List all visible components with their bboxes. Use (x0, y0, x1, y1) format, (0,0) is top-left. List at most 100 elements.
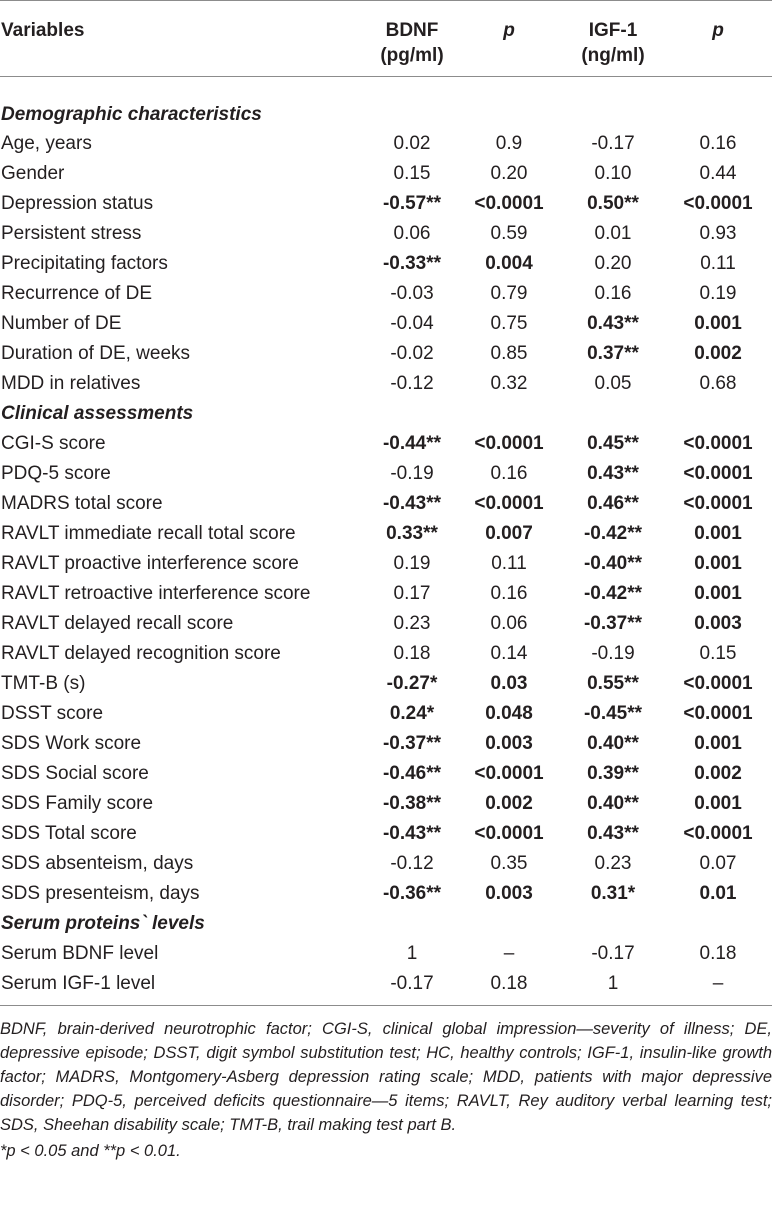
igf1-value: 0.23 (594, 853, 632, 874)
table-row: Gender 0.15 0.20 0.10 0.44 (0, 159, 772, 189)
table-header: Variables BDNF (pg/ml) p IGF-1 (ng/ml) p (0, 0, 772, 94)
bdnf-value: -0.37** (382, 733, 442, 754)
igf1-p-value: – (712, 973, 724, 994)
row-label: Duration of DE, weeks (1, 343, 191, 364)
bdnf-p-value: 0.32 (490, 373, 528, 394)
igf1-p-value: <0.0001 (683, 433, 753, 454)
igf1-value: 1 (607, 973, 619, 994)
igf1-value: 0.43** (587, 823, 639, 844)
bdnf-p-value: 0.85 (490, 343, 528, 364)
bdnf-p-value: 0.14 (490, 643, 528, 664)
table-row: Serum IGF-1 level -0.17 0.18 1 – (0, 969, 772, 999)
bdnf-value: -0.04 (390, 313, 434, 334)
igf1-value: 0.43** (587, 313, 639, 334)
bdnf-value: -0.36** (382, 883, 442, 904)
igf1-p-value: 0.18 (699, 943, 737, 964)
bdnf-value: -0.02 (390, 343, 434, 364)
bdnf-value: -0.03 (390, 283, 434, 304)
igf1-p-value: 0.001 (694, 733, 742, 754)
igf1-p-value: 0.68 (699, 373, 737, 394)
table-row: Age, years 0.02 0.9 -0.17 0.16 (0, 129, 772, 159)
igf1-p-value: 0.001 (694, 553, 742, 574)
bdnf-value: -0.43** (382, 823, 442, 844)
table-row: RAVLT immediate recall total score 0.33**… (0, 519, 772, 549)
table-row: SDS absenteism, days -0.12 0.35 0.23 0.07 (0, 849, 772, 879)
igf1-p-value: <0.0001 (683, 493, 753, 514)
bdnf-p-value: 0.004 (485, 253, 533, 274)
table-row: DSST score 0.24* 0.048 -0.45** <0.0001 (0, 699, 772, 729)
bdnf-p-value: 0.75 (490, 313, 528, 334)
bdnf-value: 0.23 (393, 613, 431, 634)
top-rule (0, 0, 772, 1)
igf1-value: 0.20 (594, 253, 632, 274)
bdnf-p-value: – (503, 943, 515, 964)
bdnf-value: 0.06 (393, 223, 431, 244)
row-label: PDQ-5 score (1, 463, 111, 484)
bdnf-p-value: 0.06 (490, 613, 528, 634)
bdnf-p-value: 0.16 (490, 583, 528, 604)
bdnf-value: 0.33** (386, 523, 438, 544)
row-label: TMT-B (s) (1, 673, 86, 694)
table-row: Duration of DE, weeks -0.02 0.85 0.37** 0.00… (0, 339, 772, 369)
row-label: RAVLT immediate recall total score (1, 523, 296, 544)
table-row: MDD in relatives -0.12 0.32 0.05 0.68 (0, 369, 772, 399)
row-label: SDS Work score (1, 733, 142, 754)
igf1-value: 0.05 (594, 373, 632, 394)
row-label: RAVLT delayed recognition score (1, 643, 281, 664)
igf1-value: 0.45** (587, 433, 639, 454)
igf1-value: -0.42** (583, 583, 643, 604)
igf1-value: 0.31* (590, 883, 636, 904)
igf1-p-value: 0.07 (699, 853, 737, 874)
table-row: TMT-B (s) -0.27* 0.03 0.55** <0.0001 (0, 669, 772, 699)
section-title: Demographic characteristics (1, 104, 262, 125)
igf1-p-value: 0.001 (694, 793, 742, 814)
bdnf-value: -0.27* (386, 673, 438, 694)
bdnf-p-value: 0.9 (495, 133, 523, 154)
bdnf-value: 0.02 (393, 133, 431, 154)
table-row: SDS Family score -0.38** 0.002 0.40** 0.001 (0, 789, 772, 819)
igf1-p-value: 0.001 (694, 313, 742, 334)
row-label: Gender (1, 163, 65, 184)
table-row: RAVLT proactive interference score 0.19 0.… (0, 549, 772, 579)
igf1-value: 0.40** (587, 733, 639, 754)
bdnf-p-value: 0.18 (490, 973, 528, 994)
table-body: Demographic characteristics Age, years 0.0… (0, 94, 772, 999)
bdnf-p-value: 0.20 (490, 163, 528, 184)
igf1-value: -0.19 (591, 643, 635, 664)
igf1-value: 0.55** (587, 673, 639, 694)
table-row: RAVLT retroactive interference score 0.17… (0, 579, 772, 609)
bdnf-p-value: 0.003 (485, 733, 533, 754)
bdnf-value: 0.17 (393, 583, 431, 604)
section-title: Clinical assessments (1, 403, 194, 424)
igf1-value: -0.37** (583, 613, 643, 634)
section-row: Demographic characteristics (0, 94, 772, 129)
igf1-p-value: 0.44 (699, 163, 737, 184)
table-row: RAVLT delayed recall score 0.23 0.06 -0.37*… (0, 609, 772, 639)
bottom-rule (0, 1005, 772, 1006)
row-label: Depression status (1, 193, 154, 214)
table-row: SDS Work score -0.37** 0.003 0.40** 0.001 (0, 729, 772, 759)
bdnf-p-value: <0.0001 (474, 193, 544, 214)
section-row: Serum proteins` levels (0, 909, 772, 939)
header-p-bdnf: p (503, 20, 515, 41)
bdnf-value: -0.38** (382, 793, 442, 814)
igf1-value: -0.45** (583, 703, 643, 724)
igf1-value: -0.40** (583, 553, 643, 574)
bdnf-p-value: <0.0001 (474, 763, 544, 784)
row-label: SDS Total score (1, 823, 137, 844)
igf1-p-value: <0.0001 (683, 673, 753, 694)
igf1-p-value: 0.001 (694, 523, 742, 544)
bdnf-value: -0.46** (382, 763, 442, 784)
row-label: Number of DE (1, 313, 122, 334)
row-label: Precipitating factors (1, 253, 168, 274)
bdnf-value: -0.19 (390, 463, 434, 484)
igf1-value: -0.17 (591, 943, 635, 964)
igf1-p-value: 0.19 (699, 283, 737, 304)
row-label: CGI-S score (1, 433, 106, 454)
row-label: MDD in relatives (1, 373, 141, 394)
table-row: Recurrence of DE -0.03 0.79 0.16 0.19 (0, 279, 772, 309)
table-row: RAVLT delayed recognition score 0.18 0.14 -… (0, 639, 772, 669)
section-row: Clinical assessments (0, 399, 772, 429)
bdnf-p-value: 0.16 (490, 463, 528, 484)
bdnf-value: 0.19 (393, 553, 431, 574)
